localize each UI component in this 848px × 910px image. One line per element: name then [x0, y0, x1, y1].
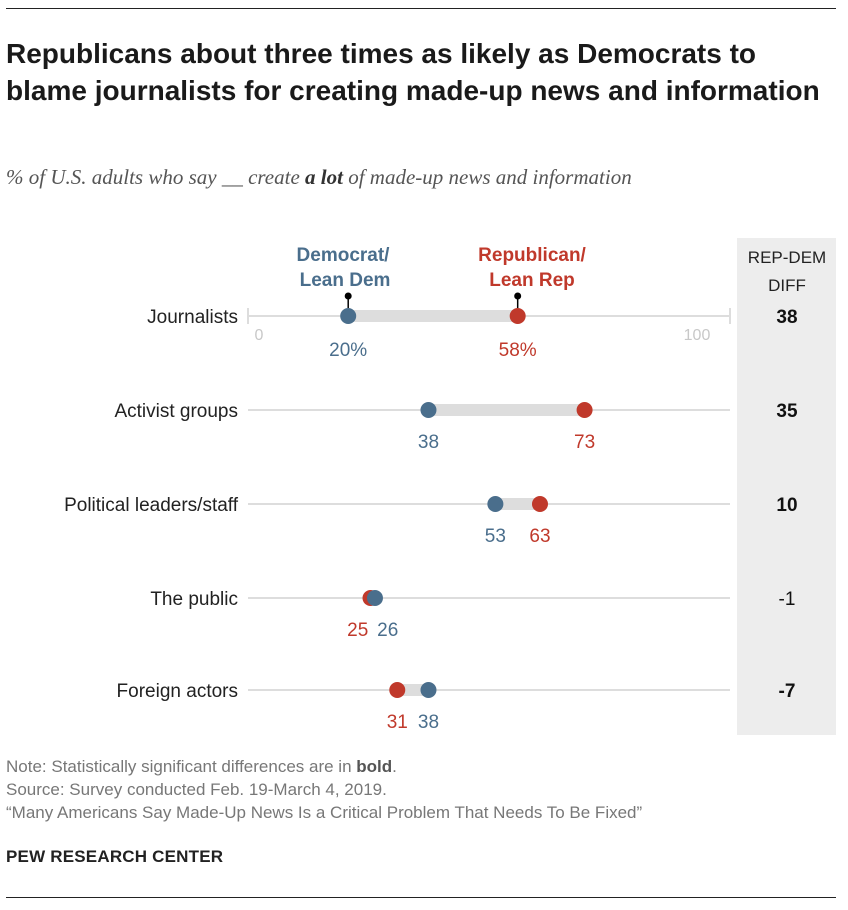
category-label: Political leaders/staff — [64, 495, 239, 516]
dem-point — [420, 402, 437, 418]
dot-range-chart: REP-DEM DIFF Democrat/Lean Dem Republican/L… — [64, 238, 836, 735]
dem-point — [366, 590, 383, 606]
legend-pointer-dot-rep — [514, 292, 522, 300]
chart-title: Republicans about three times as likely … — [6, 38, 820, 106]
dem-data-label: 20% — [329, 340, 367, 361]
axis-tick-label-max: 100 — [684, 327, 711, 344]
legend-pointer-dot-dem — [344, 292, 352, 300]
rep-point — [531, 496, 548, 512]
note-line: Note: Statistically significant differen… — [6, 755, 836, 778]
rep-point — [389, 682, 406, 698]
report-title-line: “Many Americans Say Made-Up News Is a Cr… — [6, 803, 643, 822]
note-bold-word: bold — [356, 757, 393, 776]
subtitle-emphasis: a lot — [305, 165, 343, 189]
diff-column-background — [737, 238, 836, 735]
dem-data-label: 26 — [377, 620, 398, 641]
chart-notes: Note: Statistically significant differen… — [6, 755, 836, 824]
legend-dem-line-1: Democrat/ — [297, 245, 391, 266]
rep-point — [576, 402, 593, 418]
pew-research-center-logo: PEW RESEARCH CENTER — [6, 847, 224, 866]
top-rule — [6, 8, 836, 9]
category-label: Foreign actors — [117, 681, 238, 702]
rep-data-label: 73 — [574, 432, 595, 453]
category-label: Journalists — [147, 307, 238, 328]
rep-data-label: 58% — [499, 340, 537, 361]
bottom-rule — [6, 897, 836, 898]
diff-value: 38 — [776, 307, 797, 328]
axis-tick-label-min: 0 — [255, 327, 264, 344]
note-period: . — [392, 757, 397, 776]
legend-rep-line-2: Lean Rep — [489, 270, 575, 291]
diff-header-line-1: REP-DEM — [748, 248, 826, 267]
diff-value: 10 — [776, 495, 797, 516]
dem-data-label: 38 — [418, 712, 439, 733]
diff-value: 35 — [776, 401, 798, 422]
legend-dem-line-2: Lean Dem — [300, 270, 391, 291]
chart-subtitle: % of U.S. adults who say __ create a lot… — [6, 165, 836, 190]
rep-point — [509, 308, 526, 324]
subtitle-text-start: % of U.S. adults who say __ create — [6, 165, 306, 189]
dem-data-label: 53 — [485, 526, 506, 547]
subtitle-text-end: of made-up news and information — [342, 165, 632, 189]
rep-data-label: 31 — [387, 712, 408, 733]
dem-point — [420, 682, 437, 698]
legend-rep-line-1: Republican/ — [478, 245, 586, 266]
dem-point — [340, 308, 357, 324]
dem-point — [487, 496, 504, 512]
dem-data-label: 38 — [418, 432, 439, 453]
rep-data-label: 25 — [347, 620, 368, 641]
category-label: The public — [150, 589, 238, 610]
diff-value: -1 — [779, 589, 796, 610]
diff-value: -7 — [779, 681, 796, 702]
note-text: Note: Statistically significant differen… — [6, 757, 357, 776]
source-line: Source: Survey conducted Feb. 19-March 4… — [6, 780, 387, 799]
rep-data-label: 63 — [529, 526, 550, 547]
category-label: Activist groups — [114, 401, 238, 422]
diff-header-line-2: DIFF — [768, 276, 806, 295]
